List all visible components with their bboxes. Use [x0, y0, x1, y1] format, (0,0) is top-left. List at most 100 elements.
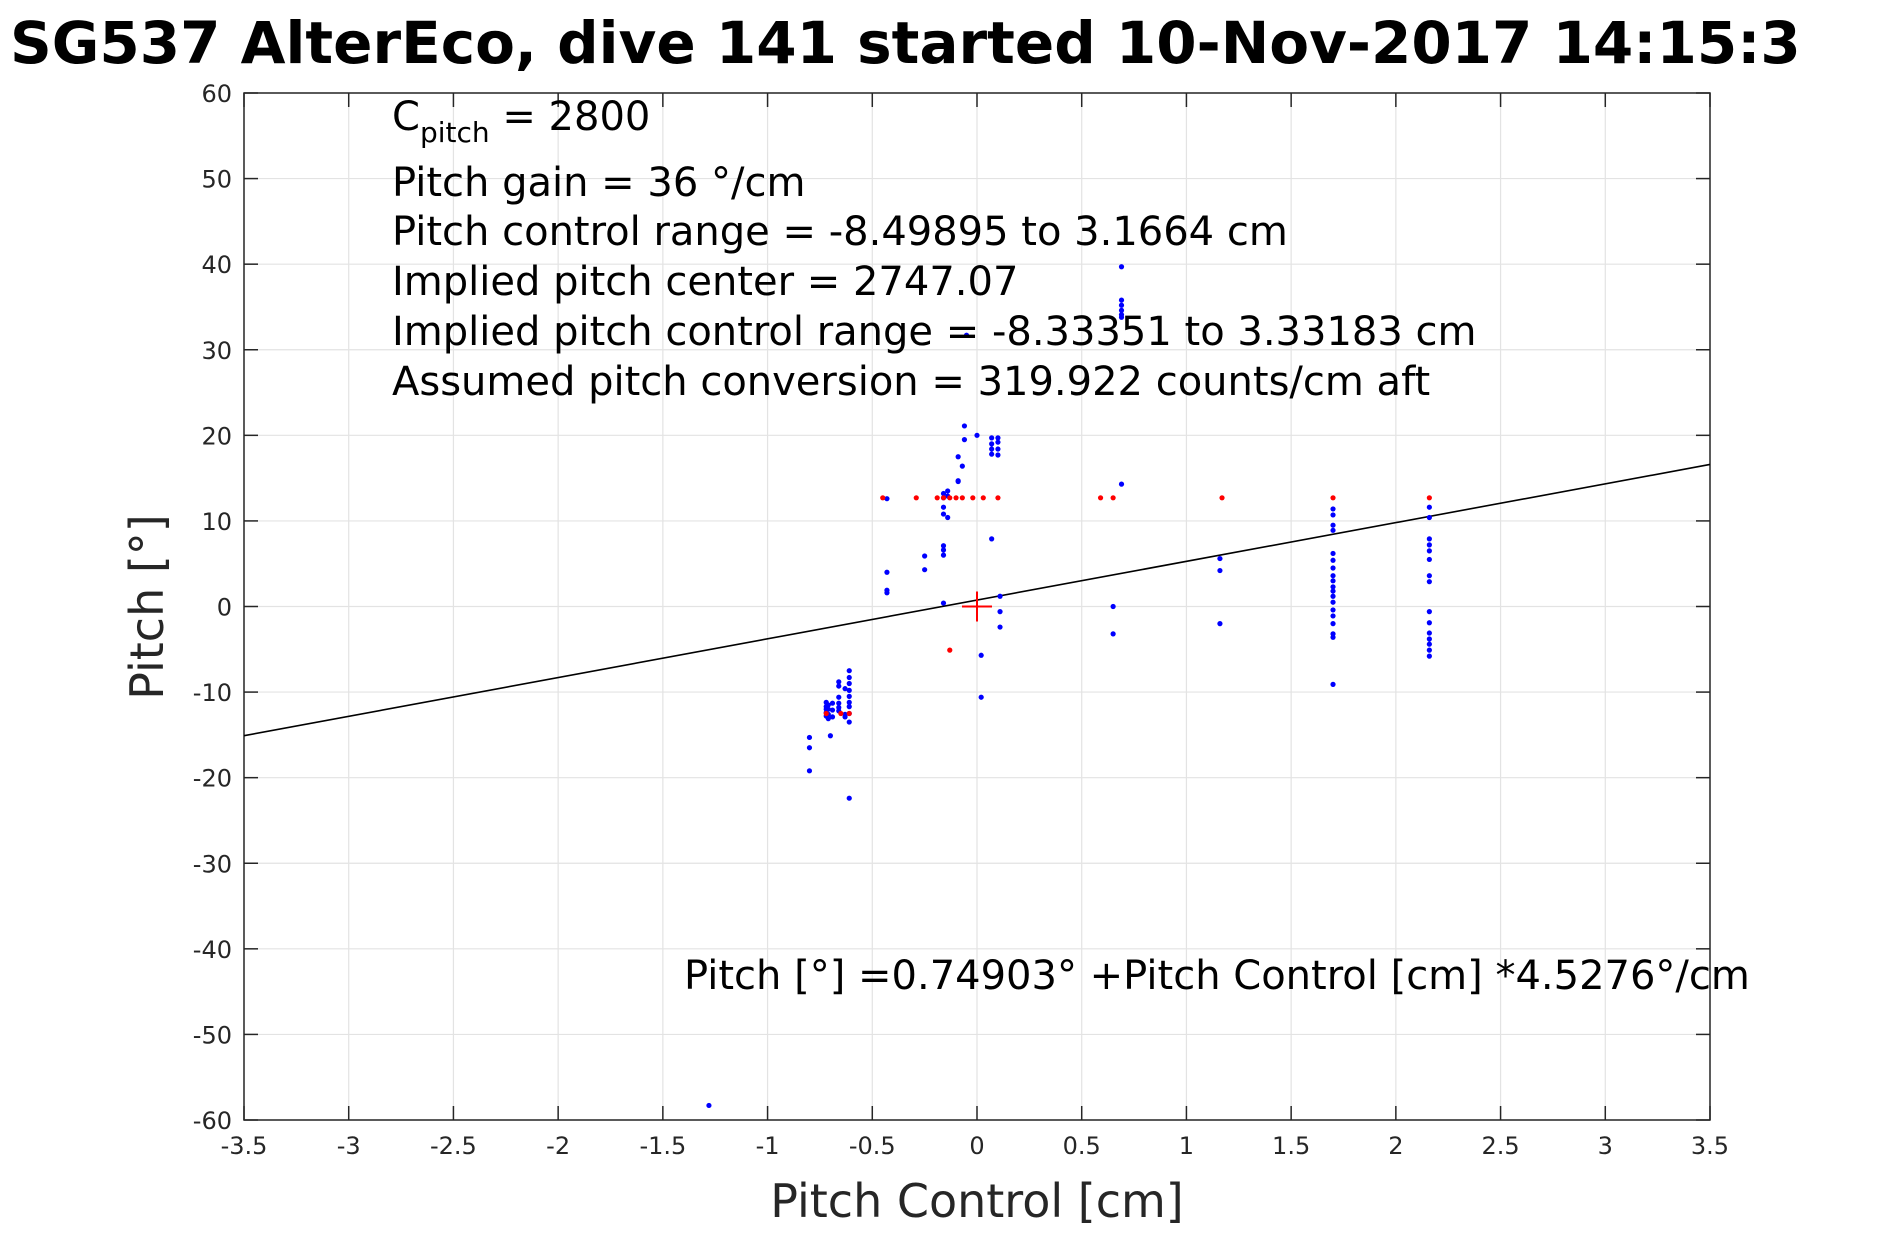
data-point	[970, 495, 976, 501]
data-point	[989, 536, 995, 542]
data-point	[1217, 567, 1223, 574]
annotation-implied-range: Implied pitch control range = -8.33351 t…	[392, 309, 1476, 355]
data-point	[989, 441, 995, 447]
data-point	[846, 704, 852, 710]
y-tick-label: -30	[193, 850, 232, 878]
data-point	[806, 768, 813, 774]
annotation-fit: Pitch [°] =0.74903° +Pitch Control [cm] …	[684, 953, 1750, 999]
x-tick-label: 1	[1179, 1132, 1194, 1160]
data-point	[884, 569, 890, 575]
data-point	[989, 451, 995, 457]
x-tick-label: 3	[1598, 1132, 1613, 1160]
data-point	[884, 590, 890, 596]
data-point	[846, 674, 852, 681]
x-tick-label: 3.5	[1691, 1132, 1729, 1160]
data-point	[1118, 481, 1125, 487]
y-tick-label: 0	[217, 594, 232, 622]
data-point	[1426, 653, 1432, 659]
data-points	[706, 264, 1432, 1109]
data-point	[1118, 302, 1125, 308]
data-point	[940, 495, 947, 501]
data-point	[836, 679, 842, 685]
data-point	[1330, 550, 1336, 557]
plot-frame	[243, 92, 1711, 1121]
data-point	[1330, 573, 1336, 579]
data-point	[706, 1102, 712, 1109]
data-point	[846, 710, 852, 717]
x-tick-label: 2.5	[1481, 1132, 1519, 1160]
x-tick-label: -3.5	[221, 1132, 268, 1160]
y-tick-label: -20	[193, 765, 232, 793]
data-point	[940, 504, 947, 510]
data-point	[1118, 264, 1125, 270]
data-point	[1426, 636, 1432, 642]
x-tick-label: -0.5	[849, 1132, 896, 1160]
annotation-c-pitch: Cpitch = 2800	[392, 94, 650, 149]
data-point	[1426, 495, 1432, 501]
data-point	[961, 423, 968, 429]
data-point	[1118, 297, 1125, 303]
x-tick-label: -2	[546, 1132, 570, 1160]
data-point	[959, 463, 965, 469]
data-point	[1330, 557, 1336, 563]
data-point	[995, 495, 1001, 501]
data-point	[1426, 630, 1432, 636]
annotation-gain: Pitch gain = 36 °/cm	[392, 160, 805, 206]
data-point	[963, 332, 970, 338]
x-tick-label: 1.5	[1272, 1132, 1310, 1160]
data-point	[940, 490, 947, 497]
data-point	[922, 567, 928, 573]
data-point	[961, 437, 968, 443]
data-point	[1330, 613, 1336, 619]
data-point	[1330, 607, 1336, 613]
data-point	[913, 495, 919, 501]
data-point	[953, 495, 959, 501]
data-point	[836, 700, 842, 706]
y-tick-label: 30	[201, 337, 232, 365]
data-point	[940, 547, 947, 553]
data-point	[947, 647, 953, 653]
data-point	[846, 699, 852, 705]
data-point	[1426, 647, 1432, 653]
annotation-center: Implied pitch center = 2747.07	[392, 259, 1018, 305]
data-point	[934, 495, 940, 501]
data-point	[1330, 681, 1336, 687]
data-point	[1330, 593, 1336, 599]
data-point	[846, 680, 852, 687]
data-point	[940, 543, 947, 549]
data-point	[836, 694, 842, 700]
data-point	[842, 714, 848, 720]
data-point	[846, 668, 852, 674]
x-axis-label: Pitch Control [cm]	[770, 1174, 1184, 1228]
data-point	[980, 495, 986, 501]
x-tick-label: -3	[337, 1132, 361, 1160]
data-point	[827, 733, 834, 739]
x-tick-label: -1.5	[639, 1132, 686, 1160]
y-tick-labels: 60 50 40 30 20 10 0 -10 -20 -30 -40 -50 -60	[193, 80, 232, 1135]
x-tick-label: -1	[756, 1132, 780, 1160]
data-point	[825, 702, 831, 708]
data-point	[1330, 527, 1336, 533]
data-point	[1110, 631, 1116, 637]
data-point	[995, 452, 1001, 458]
y-tick-label: 20	[201, 422, 232, 450]
data-point	[1118, 307, 1125, 313]
data-point	[1426, 542, 1432, 548]
data-point	[838, 710, 844, 717]
data-point	[995, 435, 1001, 441]
data-point	[880, 495, 886, 501]
data-point	[1330, 599, 1336, 605]
annotation-c-pitch-subscript: pitch	[420, 116, 490, 149]
annotation-c-pitch-value: = 2800	[490, 94, 651, 140]
data-point	[1217, 555, 1223, 562]
y-tick-label: -50	[193, 1021, 232, 1049]
data-point	[825, 716, 831, 722]
y-tick-label: 60	[201, 80, 232, 108]
data-point	[1426, 548, 1432, 554]
data-point	[1330, 495, 1336, 501]
data-point	[940, 600, 947, 606]
data-point	[997, 593, 1003, 599]
data-point	[1426, 514, 1432, 521]
data-point	[836, 683, 842, 689]
